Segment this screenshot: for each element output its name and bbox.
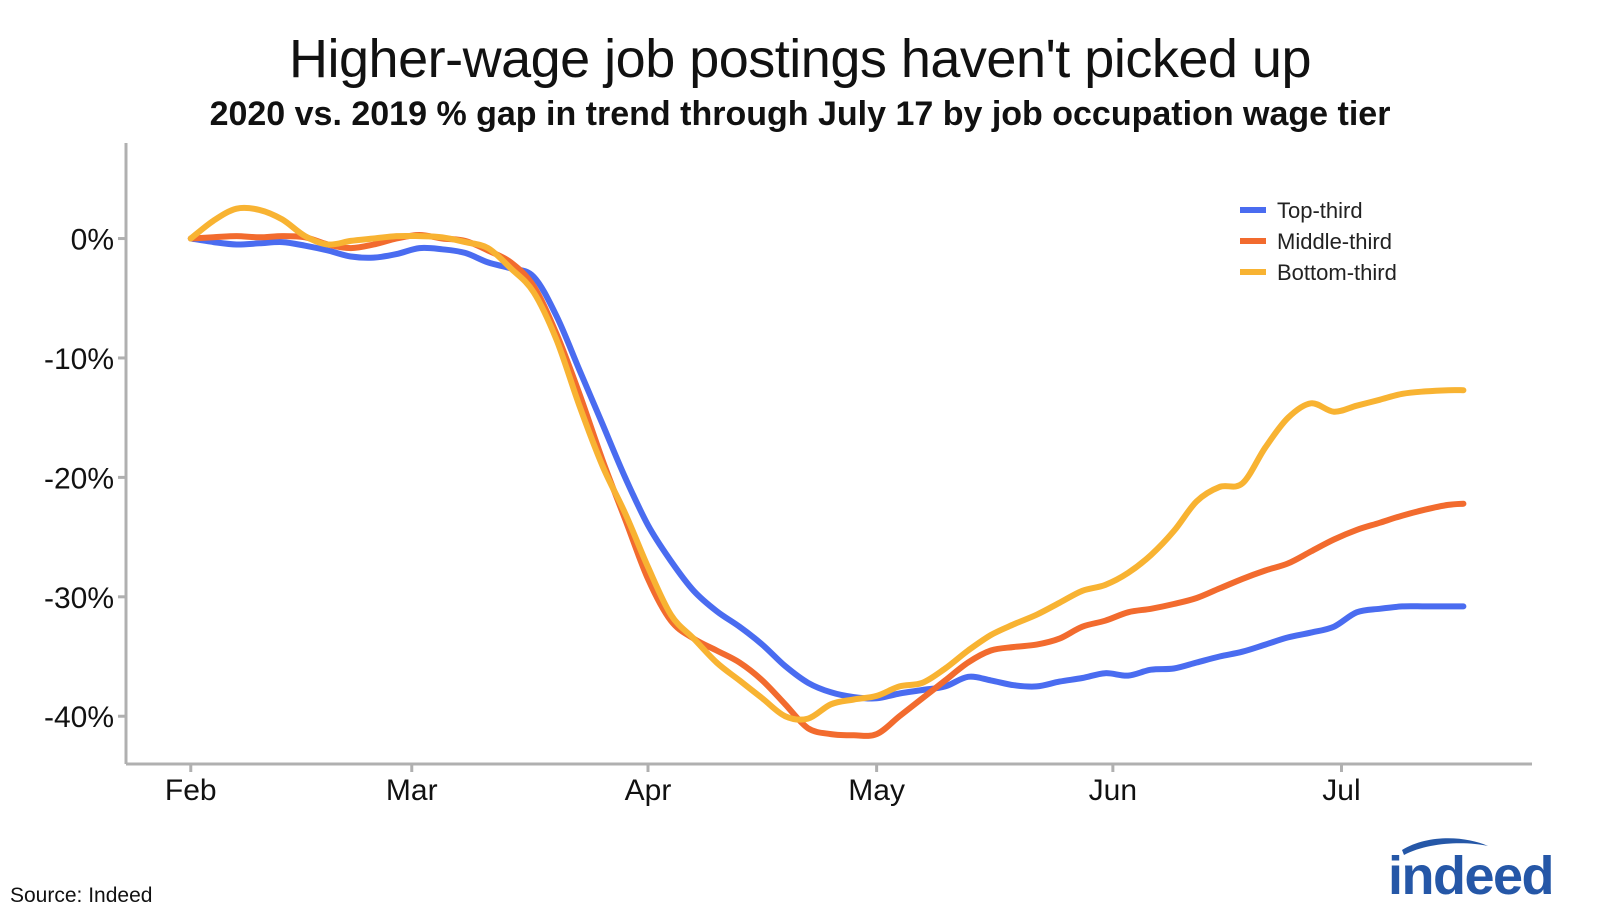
x-tick-label: Jul — [1322, 774, 1360, 807]
x-tick-label: May — [848, 774, 905, 807]
logo-wordmark: indeed — [1388, 846, 1553, 906]
series-line-top-third — [187, 235, 1467, 702]
chart-legend: Top-third Middle-third Bottom-third — [1240, 198, 1397, 285]
x-tick-label: Mar — [386, 774, 438, 807]
legend-label-bottom-third: Bottom-third — [1277, 260, 1397, 285]
x-tick-label: Jun — [1089, 774, 1137, 807]
y-axis-ticks: 0% -10% -20% -30% -40% — [44, 224, 126, 734]
series-line-middle-third — [187, 232, 1467, 739]
source-note: Source: Indeed — [10, 884, 153, 907]
chart-axes — [124, 143, 1532, 766]
indeed-logo: indeed — [1388, 836, 1588, 911]
x-axis-ticks: Feb Mar Apr May Jun Jul — [165, 764, 1361, 807]
x-tick-label: Apr — [625, 774, 672, 807]
legend-label-middle-third: Middle-third — [1277, 229, 1392, 254]
legend-label-top-third: Top-third — [1277, 198, 1363, 223]
y-tick-label: -40% — [44, 701, 114, 734]
y-tick-label: -20% — [44, 462, 114, 495]
chart-title: Higher-wage job postings haven't picked … — [289, 29, 1311, 89]
y-tick-label: -10% — [44, 343, 114, 376]
y-tick-label: 0% — [71, 224, 114, 257]
series-line-bottom-third — [187, 204, 1467, 723]
x-tick-label: Feb — [165, 774, 217, 807]
chart-subtitle: 2020 vs. 2019 % gap in trend through Jul… — [209, 95, 1391, 133]
chart-series — [187, 204, 1467, 739]
y-tick-label: -30% — [44, 582, 114, 615]
logo-swoosh — [1402, 838, 1488, 855]
